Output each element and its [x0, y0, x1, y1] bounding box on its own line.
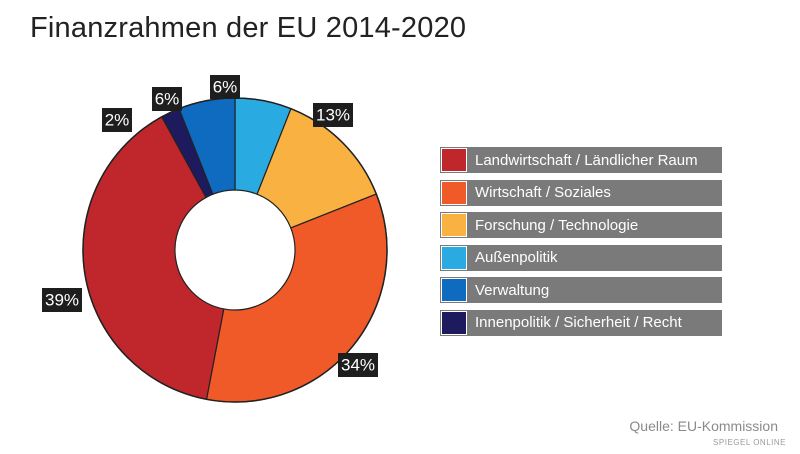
- data-label-box: [210, 75, 240, 99]
- legend-item: Landwirtschaft / Ländlicher Raum: [440, 147, 722, 173]
- data-label: 6%: [213, 78, 238, 97]
- legend-label: Forschung / Technologie: [475, 216, 639, 234]
- legend-label: Landwirtschaft / Ländlicher Raum: [475, 151, 698, 169]
- legend-swatch: [441, 310, 467, 335]
- legend-label: Außenpolitik: [475, 249, 558, 267]
- data-label: 13%: [316, 106, 350, 125]
- legend-item: Wirtschaft / Soziales: [440, 179, 722, 206]
- legend-item: Innenpolitik / Sicherheit / Recht: [440, 309, 722, 336]
- source-note: Quelle: EU-Kommission: [629, 418, 778, 434]
- legend-swatch: [441, 213, 467, 238]
- legend-swatch: [441, 278, 467, 303]
- chart-title: Finanzrahmen der EU 2014-2020: [30, 12, 467, 44]
- legend-label: Wirtschaft / Soziales: [475, 184, 611, 202]
- data-label: 39%: [45, 291, 79, 310]
- data-label: 6%: [155, 90, 180, 109]
- legend-swatch: [441, 245, 467, 270]
- brand-credit: SPIEGEL ONLINE: [713, 438, 786, 447]
- data-label-box: [338, 353, 378, 377]
- data-label-box: [313, 103, 353, 127]
- legend-label: Verwaltung: [475, 281, 550, 299]
- data-label: 2%: [105, 111, 130, 130]
- legend-item: Forschung / Technologie: [440, 212, 722, 239]
- legend-item: Außenpolitik: [440, 244, 722, 271]
- legend-label: Innenpolitik / Sicherheit / Recht: [475, 314, 682, 332]
- data-label-box: [102, 108, 132, 132]
- data-label: 34%: [341, 356, 375, 375]
- legend-swatch: [441, 180, 467, 205]
- legend-swatch: [441, 148, 467, 172]
- data-label-box: [42, 288, 82, 312]
- data-label-box: [152, 87, 182, 111]
- legend-item: Verwaltung: [440, 277, 722, 304]
- chart-legend: Landwirtschaft / Ländlicher Raum Wirtsch…: [440, 147, 722, 343]
